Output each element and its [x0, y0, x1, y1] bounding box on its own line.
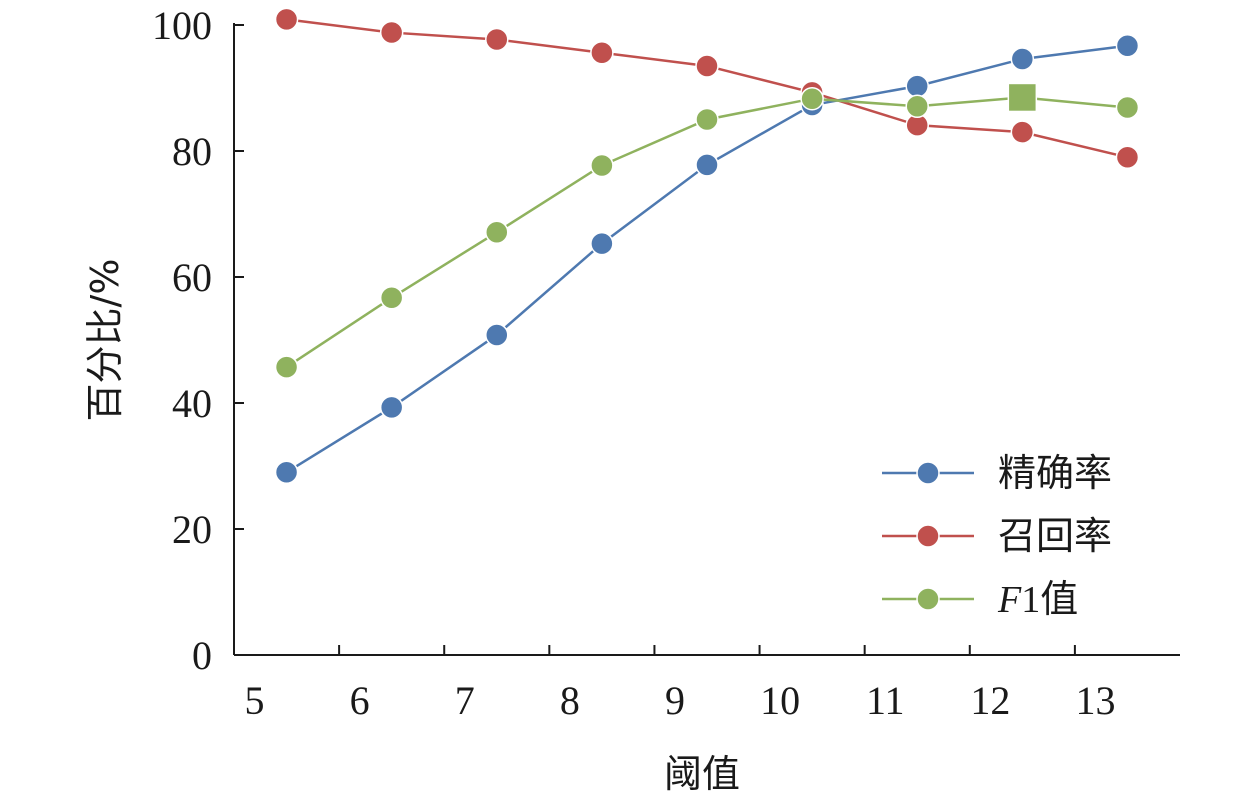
x-tick-label: 5 [245, 678, 265, 723]
data-point [800, 86, 824, 111]
legend-item-3: F1值 [882, 577, 1078, 621]
series-1 [274, 34, 1140, 485]
series-line [285, 96, 1128, 369]
legend-label: F1值 [997, 577, 1078, 621]
x-tick-label: 7 [455, 678, 475, 723]
legend-swatch-marker [916, 587, 940, 611]
y-tick-label: 0 [192, 633, 212, 678]
data-point [590, 40, 614, 65]
y-tick-label: 60 [172, 255, 212, 300]
data-point [590, 153, 614, 178]
data-point [274, 355, 299, 379]
legend-swatch-marker [916, 524, 940, 548]
x-tick-label: 11 [866, 678, 905, 723]
data-point [1010, 120, 1035, 144]
data-point [379, 395, 404, 420]
legend-item-1: 精确率 [882, 451, 1112, 495]
x-tick-label: 10 [760, 678, 800, 723]
x-tick-label: 9 [665, 678, 685, 723]
series-3 [274, 82, 1140, 379]
series-line [286, 18, 1128, 159]
data-point [1115, 34, 1140, 58]
data-point [485, 27, 509, 52]
x-tick-label: 8 [560, 678, 580, 723]
series-layer [274, 7, 1140, 485]
y-tick-label: 20 [172, 507, 212, 552]
data-point [905, 94, 929, 119]
legend-label: 召回率 [998, 514, 1112, 558]
data-point [1010, 47, 1035, 71]
y-tick-label: 80 [172, 129, 212, 174]
data-point [590, 231, 614, 256]
legend-label: 精确率 [998, 451, 1112, 495]
data-point [905, 74, 929, 98]
data-point [274, 7, 299, 32]
data-point [1115, 145, 1140, 170]
data-point [695, 107, 719, 132]
y-tick-label: 100 [152, 3, 212, 48]
legend-swatch-marker [916, 461, 940, 485]
y-axis-title: 百分比/% [83, 259, 127, 422]
x-tick-label: 13 [1075, 678, 1115, 723]
series-2 [274, 7, 1140, 170]
data-point [695, 153, 719, 177]
data-point [485, 323, 509, 347]
x-tick-label: 12 [970, 678, 1010, 723]
x-axis-title: 阈值 [664, 752, 740, 791]
x-tick-label: 6 [350, 678, 370, 723]
data-point [485, 220, 509, 245]
data-point [1115, 95, 1140, 120]
axes: 0 20 40 60 80 100 5 6 7 8 9 10 11 12 13 [152, 3, 1180, 723]
y-tick-label: 40 [172, 381, 212, 426]
data-point [379, 286, 404, 310]
data-point [695, 54, 719, 78]
data-point [274, 460, 299, 485]
legend-item-2: 召回率 [882, 514, 1112, 558]
data-point-square [1007, 82, 1038, 113]
data-point [379, 20, 404, 45]
